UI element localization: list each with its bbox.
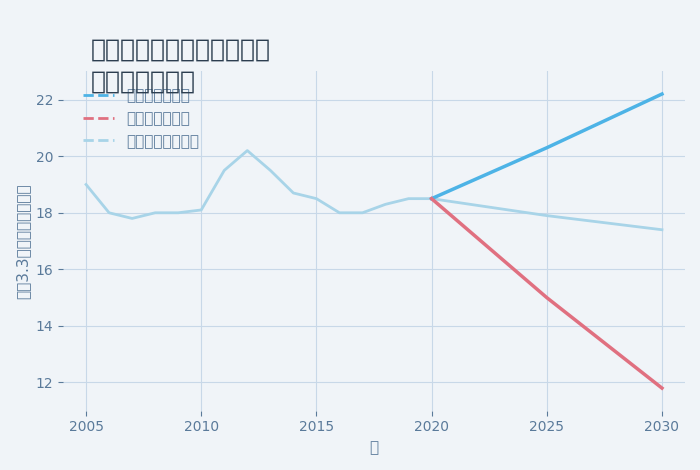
Y-axis label: 坪（3.3㎡）単価（万円）: 坪（3.3㎡）単価（万円） (15, 183, 30, 299)
Legend: グッドシナリオ, バッドシナリオ, ノーマルシナリオ: グッドシナリオ, バッドシナリオ, ノーマルシナリオ (77, 82, 205, 155)
X-axis label: 年: 年 (370, 440, 379, 455)
Text: 埼玉県本庄市児玉町元田の
土地の価格推移: 埼玉県本庄市児玉町元田の 土地の価格推移 (91, 38, 271, 93)
